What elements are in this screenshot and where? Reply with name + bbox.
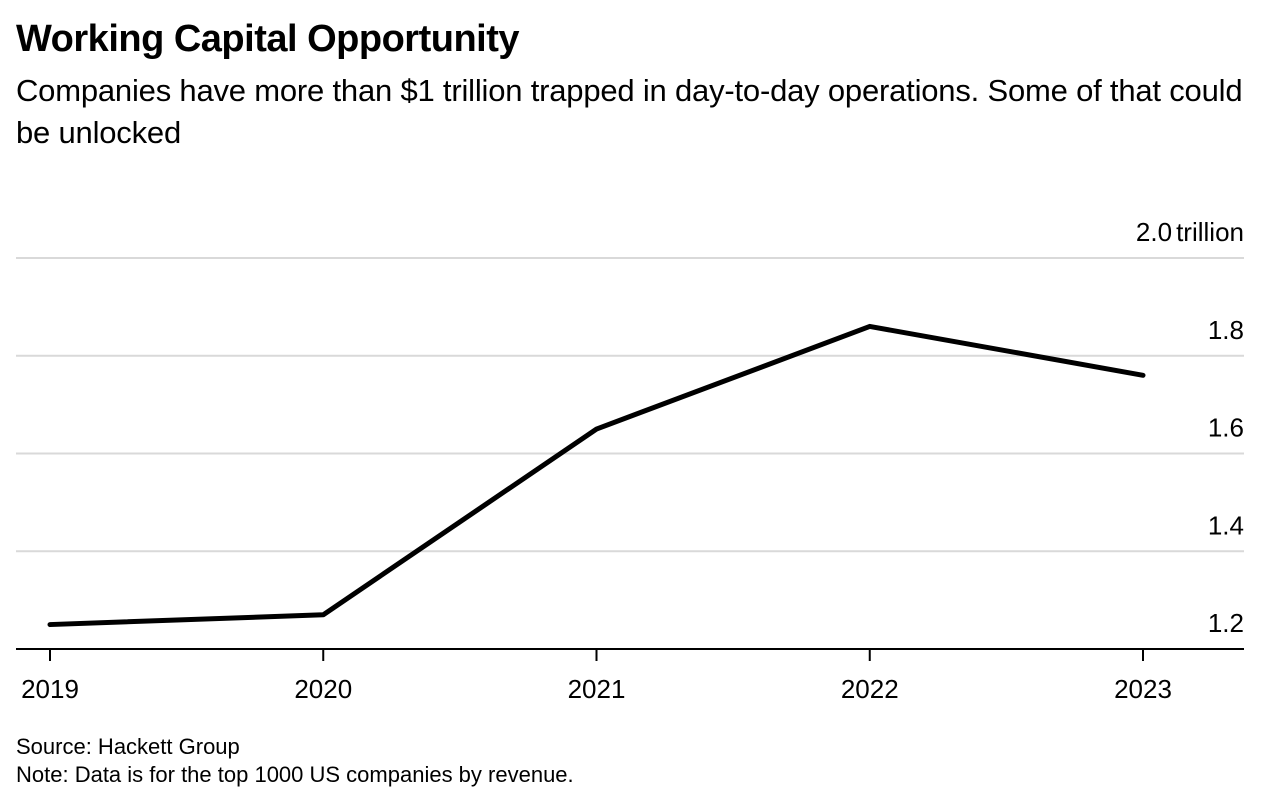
gridlines <box>16 257 1244 553</box>
y-tick-label: 1.2 <box>1208 608 1244 638</box>
chart-title: Working Capital Opportunity <box>16 18 520 60</box>
x-tick-label: 2022 <box>841 674 899 704</box>
series-layer <box>47 323 1146 628</box>
line-chart: 1.2 1.4 1.6 1.8 2.0 trillion 2019 2020 2021 2022… <box>16 217 1244 704</box>
y-tick-label: 2.0 trillion <box>1136 217 1244 247</box>
x-tick-label: 2023 <box>1114 674 1172 704</box>
series-line <box>47 323 1146 628</box>
y-tick-label: 1.6 <box>1208 413 1244 443</box>
chart-subtitle: Companies have more than $1 trillion tra… <box>16 73 1243 150</box>
y-tick-label: 1.4 <box>1208 510 1244 540</box>
source-note: Source: Hackett Group <box>16 734 240 759</box>
x-tick-label: 2019 <box>21 674 79 704</box>
data-note: Note: Data is for the top 1000 US compan… <box>16 762 574 787</box>
x-axis: 2019 2020 2021 2022 2023 <box>21 649 1172 704</box>
y-tick-label: 1.8 <box>1208 315 1244 345</box>
x-tick-label: 2020 <box>294 674 352 704</box>
y-unit-label: trillion <box>1176 217 1244 247</box>
x-tick-label: 2021 <box>568 674 626 704</box>
y-axis-tick-labels: 1.2 1.4 1.6 1.8 2.0 trillion <box>1136 217 1244 638</box>
